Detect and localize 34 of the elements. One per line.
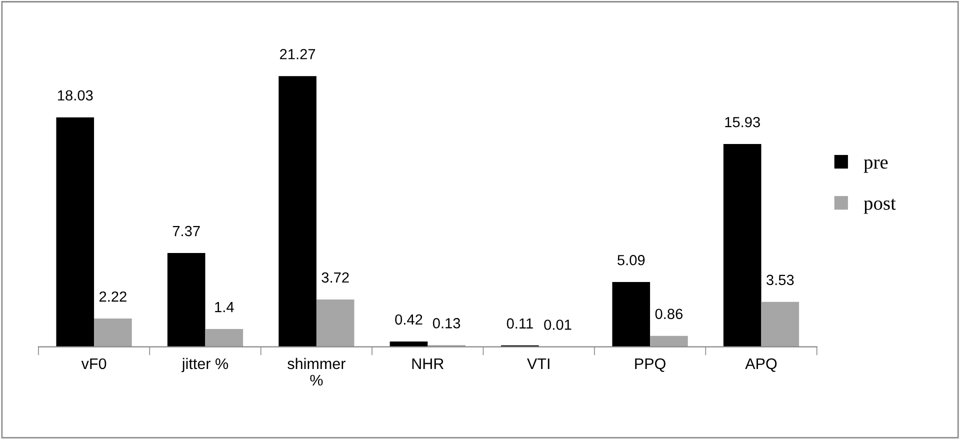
- data-label: 0.13: [432, 318, 460, 328]
- data-label: 0.42: [395, 314, 422, 325]
- data-label: 0.86: [655, 308, 683, 320]
- data-label: 0.11: [506, 318, 533, 329]
- bar: [761, 302, 800, 347]
- bar: [278, 76, 316, 347]
- bar: [94, 318, 132, 347]
- legend-label: post: [864, 198, 896, 214]
- bar: [167, 253, 206, 347]
- x-tick-label: shimmer %: [288, 358, 346, 386]
- bar: [56, 117, 94, 347]
- x-tick-label: PPQ: [635, 358, 666, 372]
- x-tick-label: jitter %: [182, 358, 228, 372]
- data-label: 5.09: [618, 254, 645, 266]
- data-label: 3.72: [322, 272, 349, 283]
- x-tick-label: VTI: [527, 358, 550, 369]
- bar: [390, 341, 428, 347]
- data-label: 18.03: [58, 90, 93, 101]
- data-label: 21.27: [280, 48, 316, 60]
- bar: [723, 144, 762, 347]
- data-label: 1.4: [215, 302, 234, 312]
- bar: [650, 336, 688, 347]
- x-tick-label: APQ: [745, 358, 777, 372]
- x-tick-label: NHR: [412, 358, 444, 369]
- data-label: 0.01: [544, 320, 572, 330]
- data-label: 2.22: [99, 291, 126, 302]
- legend-label: pre: [864, 159, 888, 173]
- data-label: 3.53: [766, 274, 794, 286]
- data-label: 7.37: [172, 226, 200, 236]
- data-label: 15.93: [725, 116, 760, 128]
- bar: [612, 282, 650, 347]
- x-tick-label: vF0: [81, 358, 106, 370]
- bar: [205, 328, 244, 347]
- bar: [316, 299, 354, 347]
